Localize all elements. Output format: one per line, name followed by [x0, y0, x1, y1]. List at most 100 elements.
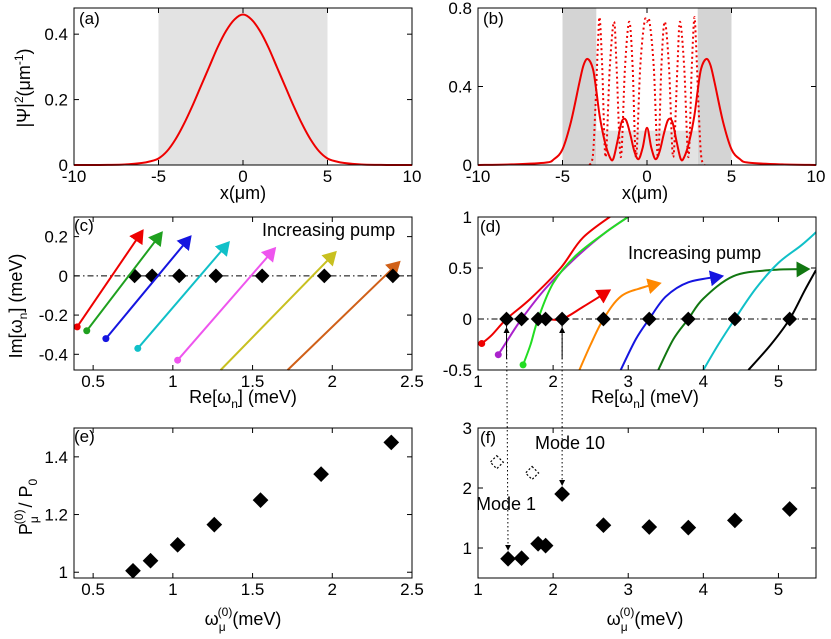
panel-d-xtick-label: 2 — [548, 372, 557, 391]
data-point — [680, 519, 697, 536]
panel-e-xtick-label: 1 — [168, 580, 177, 599]
panel-a-ytick-label: 0.4 — [44, 25, 68, 44]
series-mode-1 — [477, 57, 817, 166]
panel-e-ylabel: Pμ(0)/ P0 — [12, 479, 41, 536]
trajectory-mode-3 — [522, 217, 630, 366]
panel-d-ytick-label: 0 — [463, 310, 472, 329]
data-point — [537, 537, 554, 554]
threshold-marker-6 — [596, 311, 611, 327]
data-point — [727, 512, 743, 529]
threshold-marker-5 — [554, 311, 570, 327]
panel-c-xtick-label: 1.5 — [241, 372, 265, 391]
panel-b-ytick-label: 0.8 — [448, 0, 472, 18]
panel-c-xlabel: Re[ωn] (meV) — [189, 387, 297, 411]
panel-c-xtick-label: 2.5 — [400, 372, 424, 391]
panel-d-ytick-label: 1 — [463, 208, 472, 227]
panel-e: 0.5 1 1.5 2 2.5 1 1.2 1.4 (e) ωμ(0)(meV) Pμ(0)/… — [12, 427, 424, 634]
trajectory-mode-2 — [85, 231, 163, 332]
trajectory-mode-6 — [219, 250, 337, 371]
panel-b-shading — [562, 8, 732, 165]
data-point — [383, 434, 400, 451]
panel-d-xtick-label: 3 — [623, 372, 632, 391]
panel-d: 1 2 3 4 5 -0.5 0 0.5 1 (d) Increasing pump Re[ωn… — [443, 208, 817, 411]
data-point — [169, 536, 186, 553]
panel-d-curves — [478, 217, 816, 370]
threshold-marker-4 — [538, 311, 553, 327]
threshold-marker-mode-6 — [316, 268, 332, 284]
panel-f-annotation-mode10: Mode 10 — [535, 433, 605, 453]
trajectory-mode-2 — [497, 217, 630, 356]
panel-b-xtick-label: 10 — [807, 167, 826, 186]
panel-c-xtick-label: 0.5 — [81, 372, 105, 391]
trajectory-mode-7 — [286, 260, 401, 371]
data-point — [500, 550, 516, 567]
series-mode-profile — [73, 13, 413, 167]
panel-d-annotation: Increasing pump — [628, 243, 761, 263]
panel-f-ytick-label: 3 — [463, 419, 472, 438]
panel-b: -10 -5 0 5 10 0 0.4 0.8 (b) x(μm) — [448, 0, 825, 203]
threshold-marker-mode-4 — [208, 268, 224, 284]
panel-a-ytick-label: 0.2 — [44, 91, 68, 110]
trajectory-mode-1 — [481, 217, 612, 345]
panel-d-xtick-label: 1 — [473, 372, 482, 391]
panel-d-xtick-label: 5 — [774, 372, 783, 391]
threshold-marker-1 — [499, 311, 514, 327]
data-point — [641, 519, 658, 535]
panel-f-xtick-label: 1 — [473, 580, 482, 599]
panel-e-ticks: 0.5 1 1.5 2 2.5 1 1.2 1.4 — [44, 428, 424, 599]
panel-c-ytick-label: -0.4 — [39, 345, 68, 364]
panel-a-label: (a) — [79, 9, 100, 28]
panel-c-series — [73, 229, 412, 371]
series-mode-10 — [588, 16, 706, 166]
panel-b-xtick-label: -10 — [466, 167, 491, 186]
panel-a-xtick-label: -5 — [151, 167, 166, 186]
panel-e-ytick-label: 1.4 — [44, 448, 68, 467]
data-point — [513, 550, 530, 567]
panel-a-xtick-label: 0 — [238, 167, 247, 186]
panel-b-xlabel: x(μm) — [622, 183, 668, 203]
start-dot-mode-1 — [478, 339, 486, 347]
trajectory-mode-6 — [619, 270, 725, 370]
threshold-marker-mode-7 — [385, 268, 401, 284]
data-point — [554, 486, 570, 502]
trajectory-mode-5 — [176, 246, 277, 361]
panel-c-ytick-label: 0.2 — [44, 228, 68, 247]
panel-b-frame — [477, 7, 817, 166]
mode-connectors — [503, 325, 566, 551]
panel-c: 0.5 1 1.5 2 2.5 -0.4 -0.2 0 0.2 (c) Increasing p… — [6, 216, 424, 411]
trajectory-mode-1 — [76, 229, 144, 328]
threshold-marker-7 — [641, 311, 657, 327]
panel-f-label: (f) — [480, 428, 496, 447]
shaded-region-0 — [158, 8, 328, 165]
panel-c-ytick-label: -0.2 — [39, 306, 68, 325]
start-dot-mode-3 — [102, 335, 110, 343]
panel-e-frame — [73, 427, 413, 579]
panel-e-xtick-label: 1.5 — [241, 580, 265, 599]
start-dot-mode-2 — [494, 351, 502, 359]
panel-b-xtick-label: -5 — [555, 167, 570, 186]
trajectory-mode-4 — [545, 289, 612, 321]
panel-e-xtick-label: 2.5 — [400, 580, 424, 599]
panel-e-label: (e) — [74, 427, 95, 446]
panel-f: 1 2 3 4 5 1 2 3 (f) Mode 1 Mode 10 ωμ(0)(meV) — [463, 419, 817, 634]
data-point — [142, 552, 159, 569]
panel-b-xtick-label: 5 — [727, 167, 736, 186]
start-dot-mode-5 — [174, 356, 182, 364]
start-dot-mode-2 — [83, 327, 91, 335]
panel-d-label: (d) — [480, 217, 501, 236]
start-dot-mode-1 — [73, 323, 81, 331]
start-dot-mode-4 — [134, 344, 142, 352]
panel-e-xlabel: ωμ(0)(meV) — [205, 605, 282, 634]
panel-f-xtick-label: 5 — [774, 580, 783, 599]
panel-c-xtick-label: 1 — [168, 372, 177, 391]
panel-a-series — [73, 13, 413, 167]
data-point — [781, 501, 798, 517]
data-point — [125, 562, 141, 579]
panel-d-series — [478, 217, 816, 370]
threshold-marker-mode-1 — [127, 268, 142, 284]
trajectory-mode-8 — [702, 231, 816, 370]
panel-f-xtick-label: 4 — [699, 580, 708, 599]
panel-b-xtick-label: 0 — [642, 167, 651, 186]
panel-b-ytick-label: 0 — [463, 156, 472, 175]
